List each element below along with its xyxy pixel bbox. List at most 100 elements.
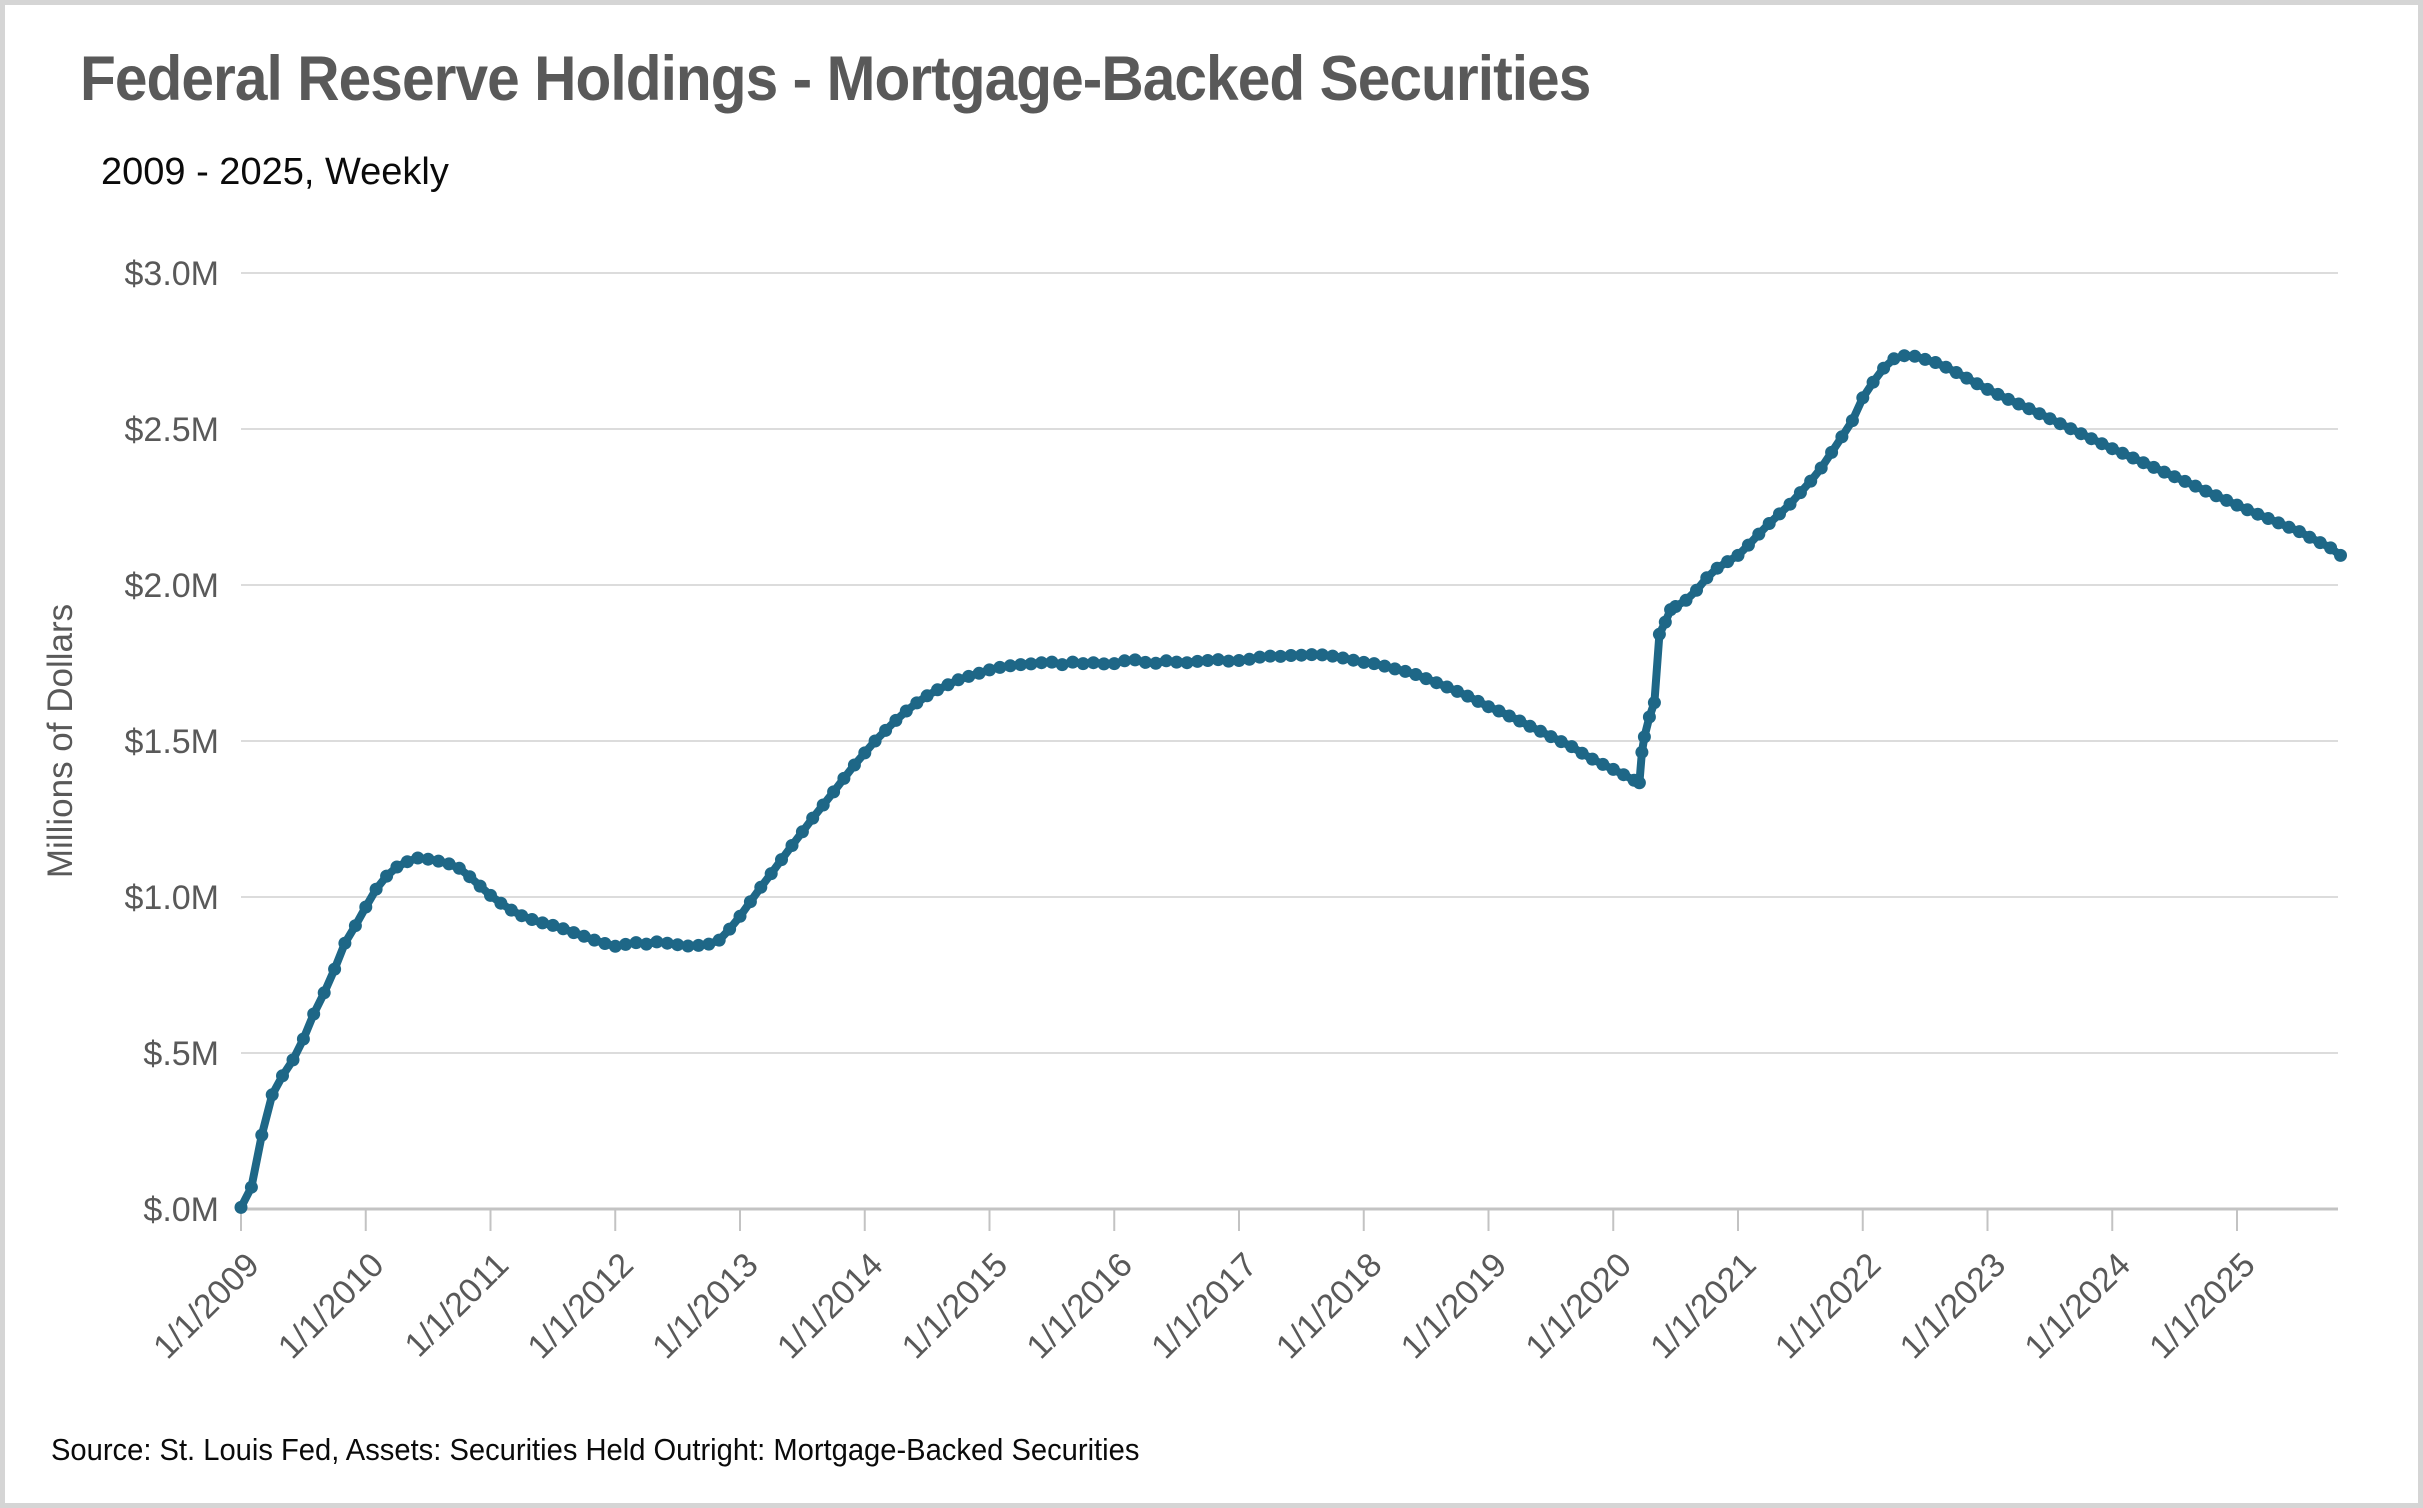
data-point-marker <box>2064 422 2078 436</box>
data-point-marker <box>681 939 695 953</box>
data-point-marker <box>1565 740 1579 754</box>
data-point-marker <box>1035 656 1048 670</box>
data-point-marker <box>1055 658 1069 672</box>
data-point-marker <box>2105 442 2119 456</box>
data-point-marker <box>972 666 986 680</box>
data-point-marker <box>463 870 477 884</box>
y-tick-label: $3.0M <box>125 255 220 293</box>
y-tick-label: $1.5M <box>125 723 220 761</box>
data-point-marker <box>2334 548 2347 562</box>
data-point-marker <box>1835 430 1849 444</box>
data-point-marker <box>983 663 996 677</box>
data-point-marker <box>1284 649 1298 662</box>
data-point-marker <box>889 713 903 727</box>
data-point-marker <box>1939 360 1953 374</box>
x-tick-label: 1/1/2018 <box>1269 1246 1389 1366</box>
data-point-marker <box>1887 352 1901 366</box>
data-point-marker <box>1066 655 1080 669</box>
data-point-marker <box>504 903 518 917</box>
data-point-marker <box>1118 654 1132 668</box>
data-point-marker <box>577 929 591 943</box>
data-point-marker <box>1804 474 1818 488</box>
data-point-marker <box>2168 470 2182 484</box>
data-point-marker <box>764 867 778 881</box>
data-point-marker <box>837 771 851 785</box>
data-point-marker <box>400 855 414 869</box>
data-point-marker <box>1658 615 1672 629</box>
data-point-marker <box>795 825 809 839</box>
data-point-marker <box>1086 656 1100 670</box>
data-point-marker <box>951 673 965 687</box>
data-point-marker <box>1326 649 1340 663</box>
data-point-marker <box>328 962 342 976</box>
data-point-marker <box>1430 676 1443 690</box>
data-point-marker <box>1690 583 1703 597</box>
data-point-marker <box>2147 460 2161 474</box>
data-point-marker <box>452 861 466 875</box>
data-point-marker <box>1897 349 1911 363</box>
data-point-marker <box>2033 407 2046 421</box>
data-point-marker <box>1949 366 1963 379</box>
data-point-marker <box>1170 655 1184 669</box>
data-point-marker <box>1825 445 1839 459</box>
data-point-marker <box>1419 672 1433 686</box>
data-point-marker <box>525 913 539 926</box>
data-point-marker <box>2199 484 2213 498</box>
data-point-marker <box>1014 658 1028 672</box>
data-point-marker <box>2209 489 2223 503</box>
data-point-marker <box>1845 414 1859 428</box>
data-point-marker <box>1461 689 1475 703</box>
y-tick-label: $.5M <box>143 1035 219 1073</box>
line-chart-plot-area: $3.0M $2.5M $2.0M $1.5M $1.0M $.5M $.0M 1/1/200… <box>125 255 2347 1366</box>
data-point-marker <box>2282 520 2296 534</box>
data-point-marker <box>2043 412 2057 426</box>
data-point-marker <box>1211 653 1225 667</box>
data-point-marker <box>1378 659 1392 673</box>
data-point-marker <box>1502 709 1516 723</box>
x-tick-label: 1/1/2011 <box>397 1246 516 1365</box>
data-point-marker <box>2012 397 2026 411</box>
y-tick-label: $2.0M <box>125 567 220 605</box>
data-point-marker <box>1783 497 1797 511</box>
data-point-marker <box>692 938 705 952</box>
data-point-marker <box>816 798 830 812</box>
data-point-marker <box>2095 437 2109 451</box>
chart-title: Federal Reserve Holdings - Mortgage-Back… <box>80 44 1591 114</box>
data-point-marker <box>723 922 737 936</box>
data-point-marker <box>671 938 685 952</box>
data-point-marker <box>1637 730 1651 744</box>
x-tick-label: 1/1/2024 <box>2017 1246 2137 1366</box>
data-point-marker <box>1856 391 1870 405</box>
data-point-marker <box>473 879 487 893</box>
data-point-marker <box>899 704 913 718</box>
data-point-marker <box>1398 664 1412 678</box>
data-point-marker <box>1138 655 1152 669</box>
data-point-marker <box>369 882 383 896</box>
data-point-marker <box>1606 762 1620 776</box>
data-point-marker <box>2053 417 2067 431</box>
data-point-marker <box>536 916 549 930</box>
data-point-marker <box>1024 657 1038 671</box>
data-point-marker <box>1471 694 1485 708</box>
data-point-marker <box>1357 655 1371 669</box>
data-point-marker <box>1076 657 1090 671</box>
data-point-marker <box>806 811 820 825</box>
data-point-marker <box>2324 541 2338 555</box>
data-point-marker <box>2272 516 2285 530</box>
data-point-marker <box>1918 352 1932 366</box>
data-point-marker <box>1960 371 1974 385</box>
data-point-marker <box>785 839 799 852</box>
data-point-marker <box>847 758 861 772</box>
x-tick-label: 1/1/2023 <box>1893 1246 2013 1366</box>
data-point-marker <box>1991 387 2005 401</box>
data-point-marker <box>1929 356 1942 369</box>
data-point-marker <box>702 937 716 951</box>
data-point-marker <box>1315 648 1329 662</box>
data-point-marker <box>494 896 508 910</box>
data-point-marker <box>1731 548 1745 562</box>
x-tick-label: 1/1/2014 <box>770 1246 890 1366</box>
data-point-marker <box>587 933 601 947</box>
data-point-marker <box>754 880 768 894</box>
data-point-marker <box>827 785 841 799</box>
data-point-marker <box>1534 724 1547 738</box>
